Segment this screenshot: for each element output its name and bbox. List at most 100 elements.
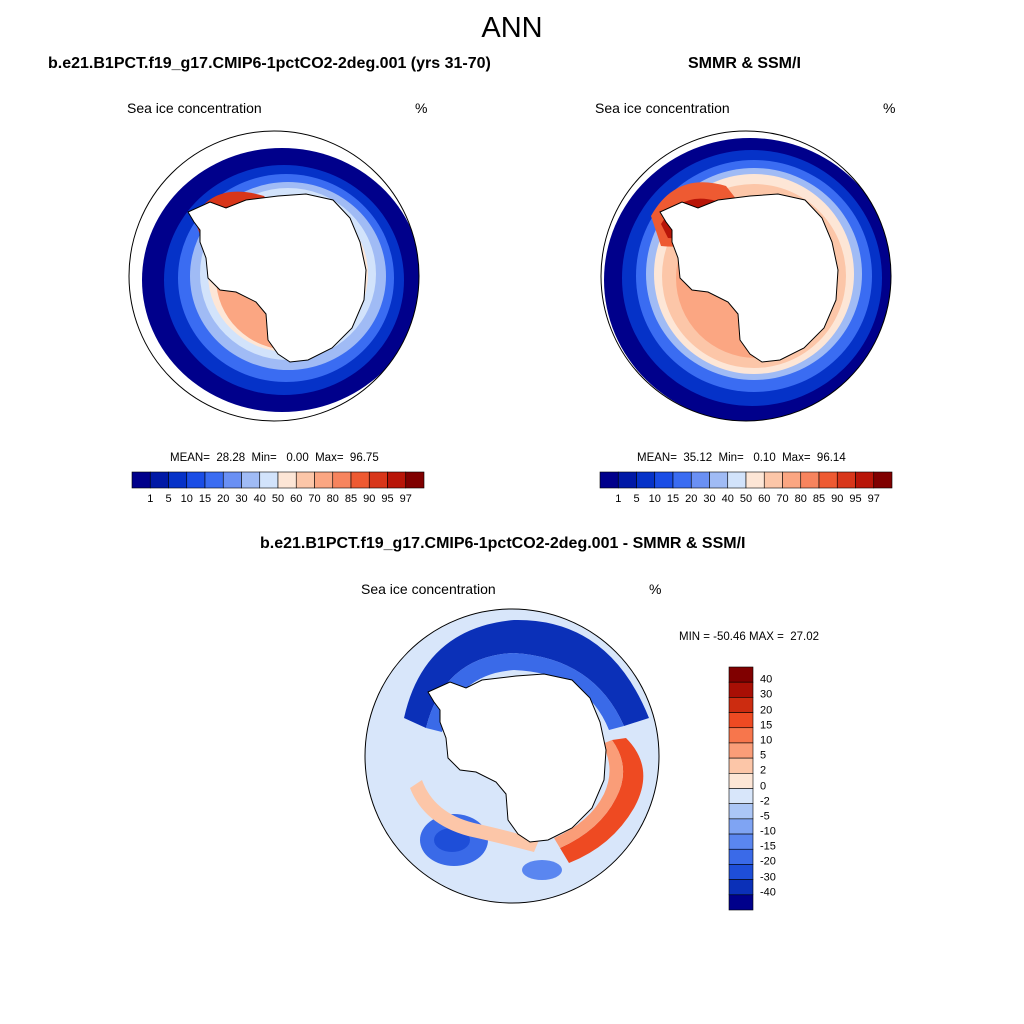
colorbar-tick-label: 20: [760, 704, 773, 717]
colorbar-swatch: [277, 471, 297, 489]
colorbar-tick-label: 85: [812, 493, 826, 505]
colorbar-swatch: [728, 788, 754, 804]
colorbar-swatch: [728, 742, 754, 759]
colorbar-swatch: [204, 471, 224, 489]
colorbar-tick-label: 20: [217, 493, 230, 505]
colorbar-tick-label: 90: [363, 493, 376, 505]
colorbar-tick-label: 15: [666, 493, 680, 505]
model-colorbar: [131, 471, 425, 489]
colorbar-tick-label: 50: [739, 493, 753, 505]
colorbar-tick-label: 80: [794, 493, 807, 505]
colorbar-tick-label: 70: [776, 493, 789, 505]
colorbar-swatch: [368, 471, 388, 489]
negative-anomaly-blob: [522, 860, 562, 880]
obs-colorbar: [599, 471, 893, 489]
colorbar-swatch: [728, 666, 754, 683]
model-variable-label: Sea ice concentration: [127, 100, 262, 116]
obs-panel-title: SMMR & SSM/I: [688, 55, 801, 72]
colorbar-tick-label: 10: [760, 734, 773, 747]
diff-stats: MIN = -50.46 MAX = 27.02: [679, 631, 819, 643]
colorbar-swatch: [836, 471, 856, 489]
colorbar-tick-label: -2: [760, 795, 770, 808]
model-stats: MEAN= 28.28 Min= 0.00 Max= 96.75: [170, 452, 379, 464]
positive-anomaly-band: [554, 740, 624, 848]
colorbar-tick-label: 10: [180, 493, 193, 505]
colorbar-swatch: [728, 681, 754, 698]
diff-units-label: %: [649, 581, 662, 597]
colorbar-swatch: [314, 471, 334, 489]
negative-anomaly-blob: [434, 828, 470, 852]
colorbar-swatch: [709, 471, 729, 489]
model-panel-title: b.e21.B1PCT.f19_g17.CMIP6-1pctCO2-2deg.0…: [48, 55, 491, 72]
colorbar-tick-label: 97: [399, 493, 412, 505]
antarctica-land: [427, 673, 607, 843]
colorbar-swatch: [350, 471, 370, 489]
colorbar-swatch: [241, 471, 261, 489]
diff-variable-label: Sea ice concentration: [361, 581, 496, 597]
colorbar-tick-label: 40: [760, 673, 773, 686]
colorbar-tick-label: 60: [758, 493, 771, 505]
colorbar-tick-label: 80: [326, 493, 339, 505]
colorbar-swatch: [332, 471, 352, 489]
colorbar-swatch: [222, 471, 242, 489]
colorbar-tick-label: -5: [760, 810, 770, 823]
obs-colorbar-labels: 1 5 10 15 20 30 40 50 60 70 80 85 90 95 97: [600, 493, 892, 507]
colorbar-swatch: [728, 727, 754, 744]
colorbar-swatch: [728, 697, 754, 713]
colorbar-swatch: [728, 848, 754, 865]
colorbar-swatch: [387, 471, 407, 489]
colorbar-swatch: [259, 471, 279, 489]
colorbar-tick-label: 50: [271, 493, 285, 505]
obs-variable-label: Sea ice concentration: [595, 100, 730, 116]
colorbar-swatch: [405, 471, 425, 489]
colorbar-swatch: [728, 757, 754, 774]
colorbar-tick-label: -30: [760, 871, 776, 884]
main-title: ANN: [481, 12, 543, 44]
colorbar-swatch: [636, 471, 656, 489]
colorbar-tick-label: 40: [253, 493, 266, 505]
colorbar-swatch: [727, 471, 747, 489]
positive-anomaly-ring: [410, 780, 539, 852]
colorbar-tick-label: 0: [760, 780, 767, 793]
colorbar-tick-label: 15: [760, 719, 773, 732]
diff-colorbar: [728, 666, 754, 911]
colorbar-tick-label: 1: [615, 493, 622, 505]
colorbar-swatch: [728, 773, 754, 789]
colorbar-swatch: [873, 471, 893, 489]
colorbar-swatch: [672, 471, 692, 489]
colorbar-tick-label: 97: [867, 493, 880, 505]
colorbar-tick-label: 30: [703, 493, 716, 505]
antarctica-land: [659, 193, 839, 363]
colorbar-swatch: [800, 471, 820, 489]
colorbar-swatch: [617, 471, 637, 489]
colorbar-tick-label: 1: [147, 493, 154, 505]
colorbar-tick-label: 5: [165, 493, 172, 505]
model-colorbar-labels: 1 5 10 15 20 30 40 50 60 70 80 85 90 95 97: [132, 493, 424, 507]
colorbar-tick-label: 5: [633, 493, 640, 505]
colorbar-swatch: [295, 471, 315, 489]
obs-stats: MEAN= 35.12 Min= 0.10 Max= 96.14: [637, 452, 846, 464]
positive-anomaly-band: [560, 738, 644, 863]
colorbar-swatch: [728, 818, 754, 835]
colorbar-tick-label: -15: [760, 840, 776, 853]
diff-panel-title: b.e21.B1PCT.f19_g17.CMIP6-1pctCO2-2deg.0…: [260, 535, 746, 552]
colorbar-swatch: [690, 471, 710, 489]
colorbar-swatch: [168, 471, 188, 489]
colorbar-swatch: [782, 471, 802, 489]
colorbar-tick-label: -40: [760, 886, 776, 899]
obs-units-label: %: [883, 100, 896, 116]
colorbar-tick-label: 85: [344, 493, 358, 505]
model-polar-map: [128, 130, 420, 422]
colorbar-swatch: [728, 864, 754, 880]
colorbar-swatch: [186, 471, 206, 489]
antarctica-land: [187, 193, 367, 363]
colorbar-swatch: [654, 471, 674, 489]
colorbar-tick-label: -10: [760, 825, 776, 838]
colorbar-tick-label: 30: [760, 688, 773, 701]
colorbar-swatch: [149, 471, 169, 489]
negative-anomaly-band: [404, 619, 649, 728]
colorbar-tick-label: 30: [235, 493, 248, 505]
colorbar-tick-label: 95: [849, 493, 862, 505]
colorbar-tick-label: 60: [290, 493, 303, 505]
colorbar-tick-label: 70: [308, 493, 321, 505]
